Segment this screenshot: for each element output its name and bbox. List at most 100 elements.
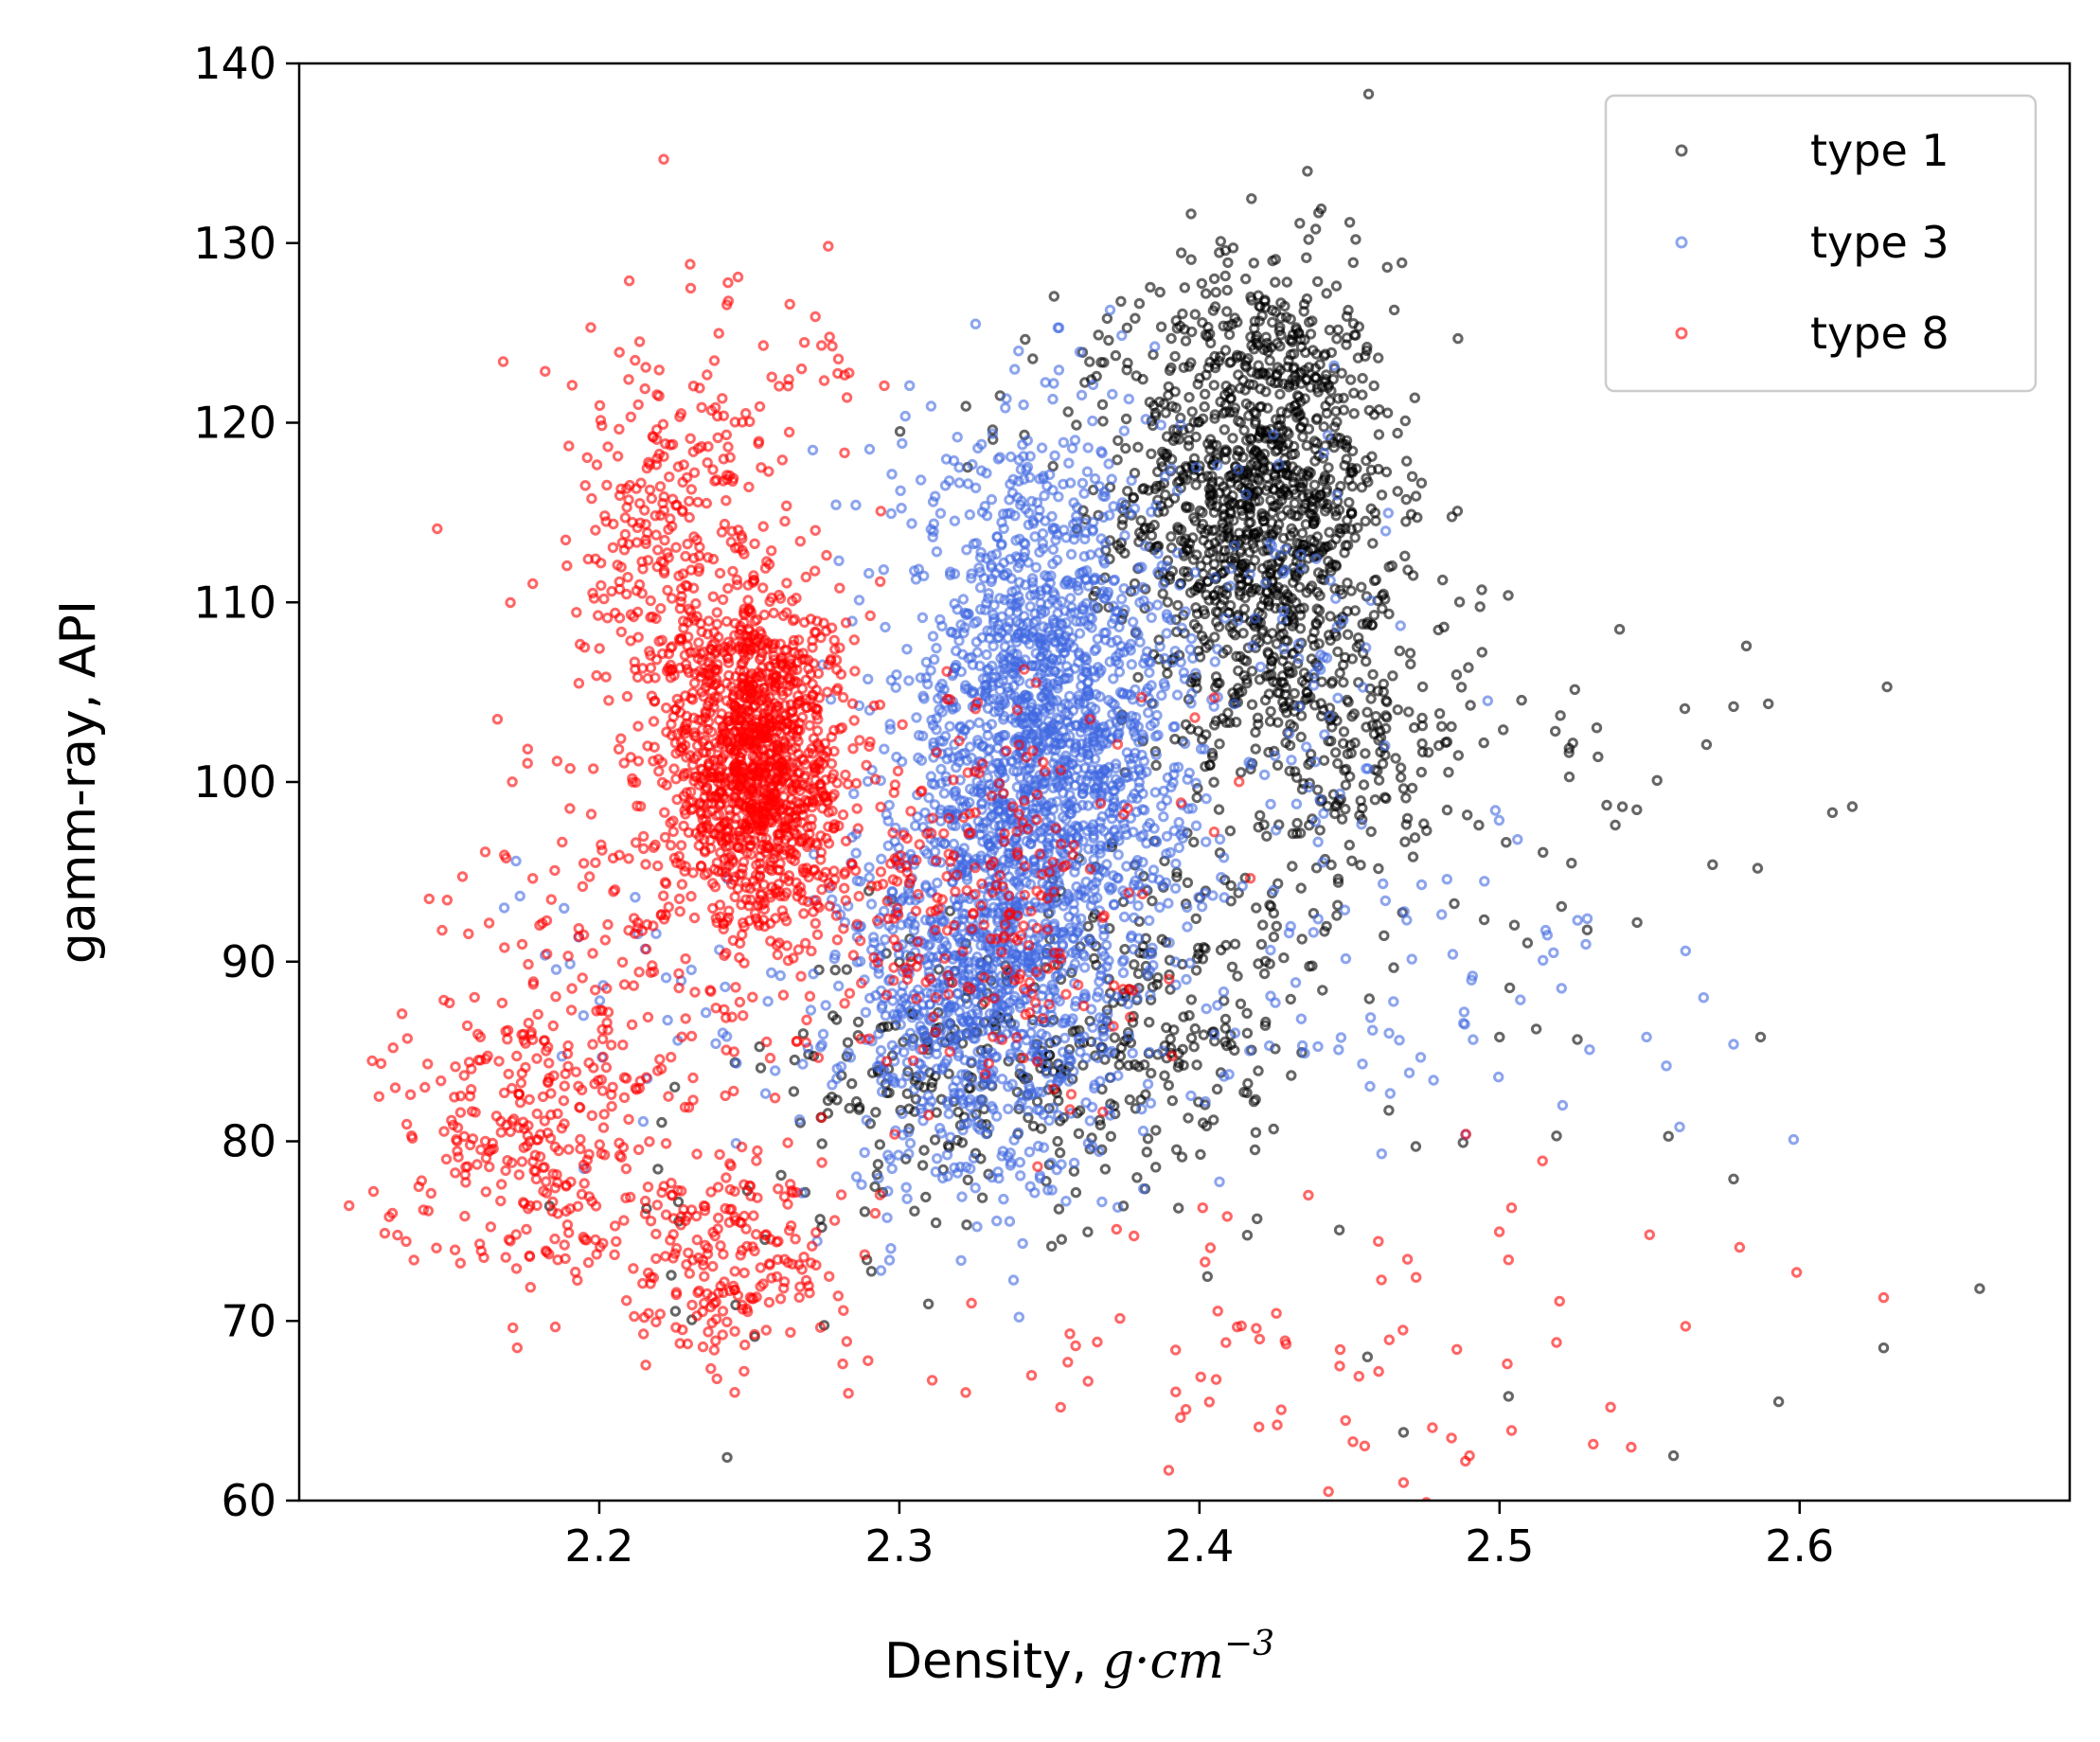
point-type-1 bbox=[1347, 257, 1360, 268]
point-type-1 bbox=[1308, 504, 1319, 515]
point-type-1 bbox=[1225, 880, 1237, 892]
point-type-1 bbox=[1700, 738, 1713, 751]
point-type-1 bbox=[1436, 720, 1448, 732]
point-type-1 bbox=[1291, 817, 1303, 829]
point-type-1 bbox=[1222, 257, 1234, 269]
point-type-1 bbox=[1344, 374, 1357, 385]
point-type-1 bbox=[1200, 288, 1212, 299]
point-type-1 bbox=[1250, 418, 1261, 430]
point-type-1 bbox=[1278, 485, 1290, 497]
point-type-1 bbox=[1397, 257, 1408, 269]
point-type-1 bbox=[1223, 494, 1235, 507]
point-type-1 bbox=[1215, 944, 1227, 956]
point-type-1 bbox=[1405, 658, 1416, 670]
point-type-1 bbox=[1027, 1120, 1040, 1132]
point-type-1 bbox=[1160, 489, 1171, 501]
point-type-1 bbox=[1250, 532, 1261, 544]
point-type-1 bbox=[1213, 355, 1225, 367]
point-type-1 bbox=[1221, 306, 1233, 317]
point-type-1 bbox=[1238, 670, 1250, 682]
point-type-1 bbox=[1220, 717, 1232, 728]
point-type-1 bbox=[1308, 345, 1319, 356]
point-type-1 bbox=[1164, 570, 1176, 582]
point-type-1 bbox=[830, 1014, 843, 1025]
point-type-1 bbox=[1246, 294, 1257, 306]
point-type-1 bbox=[1052, 1135, 1063, 1147]
point-type-1 bbox=[1251, 902, 1262, 914]
point-type-1 bbox=[1219, 270, 1231, 282]
point-type-1 bbox=[1326, 385, 1337, 397]
point-type-1 bbox=[1155, 321, 1167, 332]
point-type-1 bbox=[1342, 629, 1354, 640]
point-type-1 bbox=[816, 1138, 828, 1149]
point-type-1 bbox=[1101, 1004, 1113, 1016]
point-type-1 bbox=[1567, 738, 1578, 749]
point-type-1 bbox=[1631, 916, 1643, 929]
point-type-1 bbox=[1182, 544, 1193, 557]
point-type-1 bbox=[1239, 360, 1251, 371]
point-type-1 bbox=[1141, 1147, 1153, 1158]
point-type-1 bbox=[1383, 608, 1395, 620]
point-type-1 bbox=[1152, 494, 1164, 506]
point-type-1 bbox=[1357, 618, 1368, 630]
point-type-1 bbox=[1240, 435, 1253, 446]
point-type-1 bbox=[1290, 572, 1302, 583]
point-type-1 bbox=[1287, 620, 1298, 631]
point-type-1 bbox=[1093, 509, 1104, 521]
point-type-1 bbox=[1255, 809, 1266, 821]
point-type-1 bbox=[1344, 839, 1356, 851]
point-type-1 bbox=[1342, 540, 1354, 551]
point-type-1 bbox=[1130, 312, 1141, 324]
point-type-1 bbox=[1226, 961, 1238, 972]
point-type-1 bbox=[1164, 364, 1176, 376]
point-type-1 bbox=[1267, 628, 1278, 639]
point-type-1 bbox=[1207, 305, 1219, 316]
point-type-1 bbox=[1263, 669, 1274, 682]
point-type-1 bbox=[1150, 1125, 1162, 1136]
point-type-1 bbox=[1224, 357, 1236, 368]
point-type-1 bbox=[1299, 364, 1310, 376]
point-type-1 bbox=[1188, 417, 1200, 428]
point-type-1 bbox=[1338, 677, 1349, 688]
point-type-1 bbox=[1298, 539, 1309, 551]
point-type-1 bbox=[1183, 435, 1195, 446]
point-type-1 bbox=[1301, 439, 1313, 452]
point-type-1 bbox=[1476, 584, 1487, 595]
point-type-1 bbox=[1290, 772, 1303, 783]
point-type-1 bbox=[1169, 350, 1181, 363]
point-type-1 bbox=[961, 1219, 972, 1231]
point-type-1 bbox=[1297, 491, 1309, 503]
point-type-1 bbox=[1192, 622, 1203, 634]
point-type-1 bbox=[844, 1102, 855, 1114]
point-type-1 bbox=[1352, 522, 1363, 534]
point-type-1 bbox=[1313, 605, 1326, 616]
point-type-1 bbox=[1365, 693, 1377, 704]
point-type-1 bbox=[1256, 562, 1269, 575]
point-type-1 bbox=[988, 434, 999, 445]
point-type-1 bbox=[1246, 699, 1258, 710]
point-type-1 bbox=[1324, 526, 1335, 538]
point-type-1 bbox=[1266, 438, 1278, 451]
point-type-1 bbox=[1274, 388, 1286, 400]
point-type-1 bbox=[1330, 747, 1342, 758]
point-type-1 bbox=[1881, 681, 1893, 693]
point-type-1 bbox=[1326, 676, 1339, 687]
point-type-1 bbox=[1209, 720, 1220, 731]
point-type-1 bbox=[1287, 614, 1299, 626]
point-type-1 bbox=[1591, 722, 1603, 734]
point-type-1 bbox=[1314, 359, 1326, 370]
point-type-1 bbox=[1132, 671, 1144, 684]
point-type-1 bbox=[1327, 789, 1340, 800]
point-type-1 bbox=[1550, 725, 1561, 738]
point-type-1 bbox=[1280, 311, 1292, 323]
point-type-1 bbox=[1283, 591, 1294, 603]
point-type-1 bbox=[1247, 379, 1259, 391]
point-type-1 bbox=[1311, 586, 1324, 598]
point-type-1 bbox=[1188, 836, 1200, 848]
point-type-1 bbox=[1082, 1226, 1094, 1237]
point-type-1 bbox=[1123, 1059, 1134, 1072]
point-type-1 bbox=[1308, 640, 1321, 651]
point-type-1 bbox=[1278, 378, 1290, 389]
point-type-1 bbox=[1202, 362, 1215, 373]
point-type-1 bbox=[1272, 338, 1283, 349]
